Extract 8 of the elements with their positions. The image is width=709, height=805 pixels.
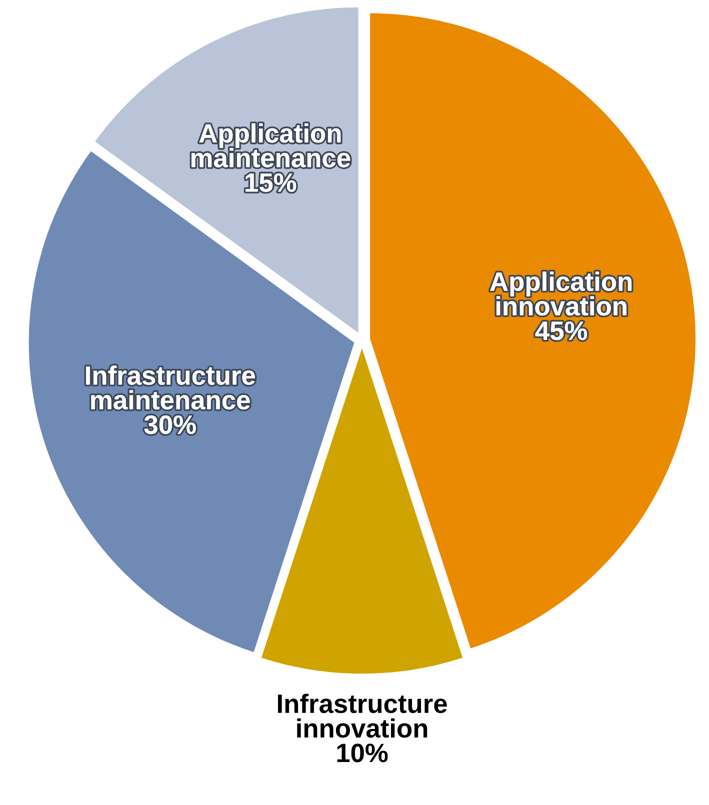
data-label: 30% — [144, 415, 196, 434]
data-label: 15% — [246, 173, 296, 192]
data-label: 45% — [535, 322, 588, 340]
slice-label: Application innovation — [490, 272, 632, 316]
slice-label: Application maintenance — [191, 123, 350, 168]
data-label: 10% — [337, 744, 388, 762]
slice-label: Infrastructure innovation — [278, 694, 447, 738]
slice-label: Infrastructure maintenance — [86, 366, 255, 410]
